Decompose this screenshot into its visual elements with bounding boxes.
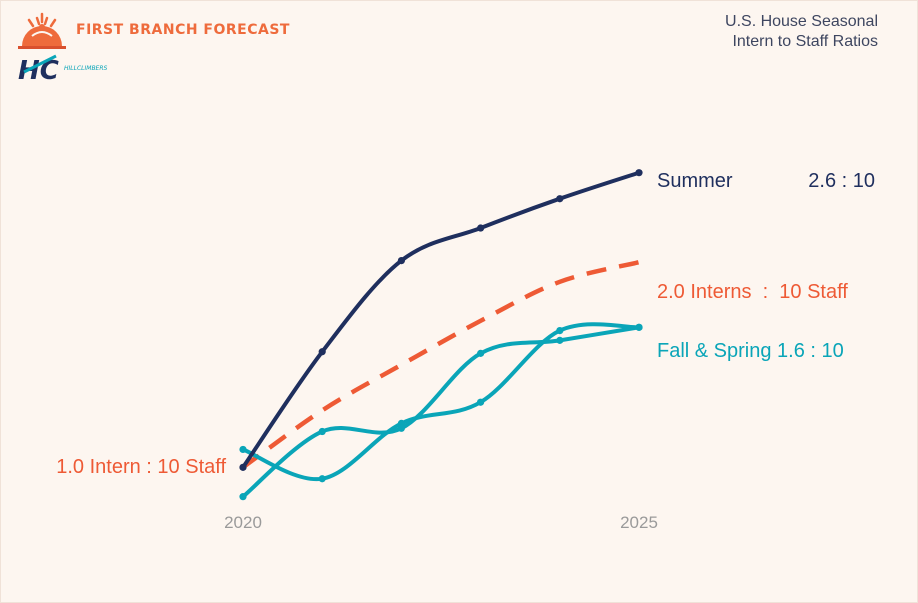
summer-point-2021	[318, 348, 326, 356]
x-tick-label-2020: 2020	[224, 513, 262, 532]
spring-point-2024	[556, 336, 564, 344]
summer-point-2023	[477, 224, 485, 232]
summer-point-2020	[239, 463, 247, 471]
sunrise-logo-icon	[18, 12, 66, 49]
series-layer	[239, 169, 643, 501]
trend-start-label: 1.0 Intern : 10 Staff	[56, 456, 226, 478]
summer-point-2022	[397, 256, 405, 265]
spring-point-2025	[635, 323, 643, 331]
x-tick-label-2025: 2025	[620, 513, 658, 532]
spring-point-2021	[318, 427, 326, 436]
trend-end-label: 2.0 Interns : 10 Staff	[657, 281, 848, 303]
chart-subtitle: U.S. House Seasonal Intern to Staff Rati…	[678, 12, 878, 52]
spring-point-2022	[397, 424, 405, 432]
trend-line	[241, 260, 640, 470]
fall-line	[241, 322, 641, 482]
brand-logos: HC HILLCLIMBERS	[18, 12, 108, 86]
partner-name: HILLCLIMBERS	[64, 65, 108, 72]
label-layer: 1.0 Intern : 10 Staff Summer 2.6 : 10 2.…	[56, 170, 875, 532]
summer-series-label: Summer	[657, 170, 733, 192]
summer-point-2025	[635, 169, 643, 177]
spring-point-2020	[239, 493, 247, 501]
fall-point-2021	[318, 475, 326, 483]
hillclimbers-logo-icon: HC HILLCLIMBERS	[18, 54, 108, 86]
summer-series	[239, 169, 643, 471]
summer-point-2024	[556, 195, 564, 203]
trend-series	[241, 260, 640, 470]
spring-point-2023	[477, 349, 485, 357]
fall-point-2020	[239, 445, 247, 454]
subtitle-line-1: U.S. House Seasonal	[725, 13, 878, 30]
spring-series	[239, 323, 643, 501]
fall-point-2024	[556, 326, 564, 335]
fall-point-2023	[477, 398, 485, 406]
brand-title: FIRST BRANCH FORECAST	[76, 22, 290, 38]
brand-block: HC HILLCLIMBERS FIRST BRANCH FORECAST	[18, 12, 289, 87]
summer-ratio-label: 2.6 : 10	[808, 170, 875, 192]
fall-series	[239, 322, 643, 483]
subtitle-line-2: Intern to Staff Ratios	[732, 33, 878, 50]
fall-spring-series-label: Fall & Spring 1.6 : 10	[657, 340, 844, 362]
